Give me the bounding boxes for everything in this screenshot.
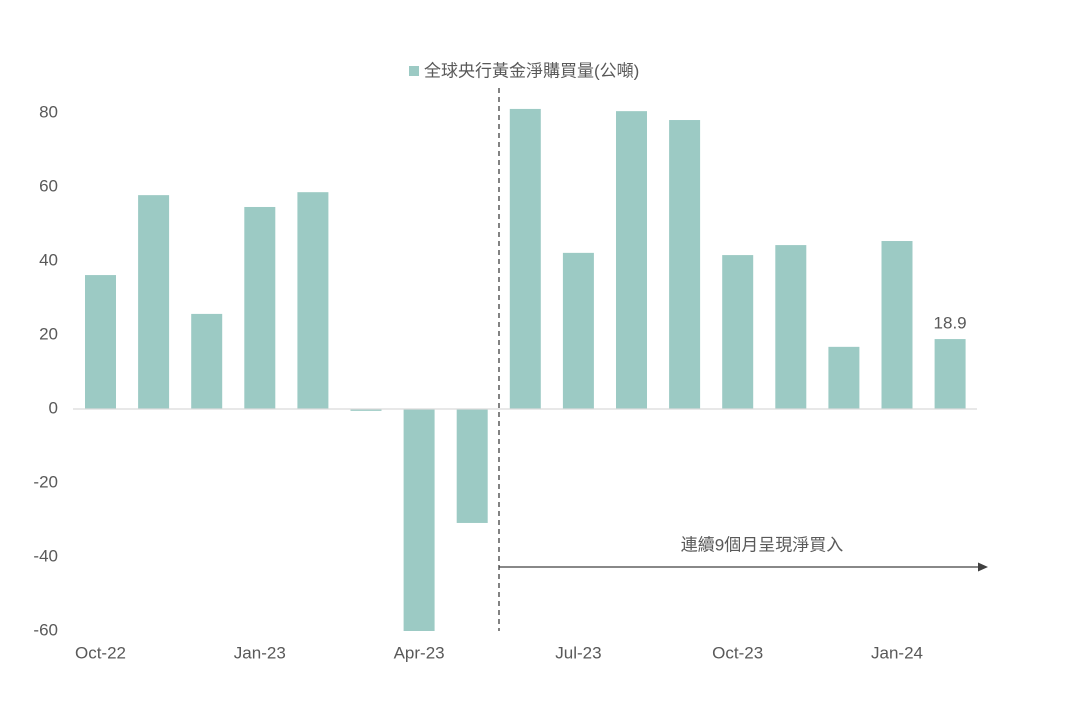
value-label: 18.9 <box>934 314 967 333</box>
bar <box>191 313 223 409</box>
bar <box>562 252 594 409</box>
bar <box>509 108 541 410</box>
bar <box>456 409 488 523</box>
bar <box>350 409 382 411</box>
bar <box>775 245 807 409</box>
bar <box>244 206 276 409</box>
bar <box>669 120 701 409</box>
x-tick-label: Oct-23 <box>712 643 763 662</box>
legend-swatch <box>409 66 419 76</box>
annotation: 連續9個月呈現淨買入 <box>681 535 843 554</box>
bar <box>722 255 754 409</box>
bar <box>403 409 435 631</box>
x-tick-label: Jan-23 <box>234 643 286 662</box>
x-tick-label: Jan-24 <box>871 643 923 662</box>
bar <box>934 339 966 409</box>
y-tick-label: 0 <box>49 398 58 417</box>
legend-label: 全球央行黃金淨購買量(公噸) <box>424 61 639 80</box>
bar <box>616 111 647 410</box>
y-tick-label: 20 <box>39 324 58 343</box>
y-tick-label: 80 <box>39 102 58 121</box>
y-tick-label: -40 <box>33 546 58 565</box>
x-tick-label: Apr-23 <box>394 643 445 662</box>
y-tick-label: 40 <box>39 250 58 269</box>
arrow-head <box>978 562 988 572</box>
bar <box>297 192 329 409</box>
x-tick-label: Jul-23 <box>555 643 601 662</box>
bar <box>85 275 116 409</box>
bar <box>828 346 860 409</box>
bar <box>138 195 170 409</box>
y-tick-label: 60 <box>39 176 58 195</box>
y-tick-label: -20 <box>33 472 58 491</box>
bar <box>881 241 913 409</box>
x-tick-label: Oct-22 <box>75 643 126 662</box>
y-tick-label: -60 <box>33 620 58 639</box>
